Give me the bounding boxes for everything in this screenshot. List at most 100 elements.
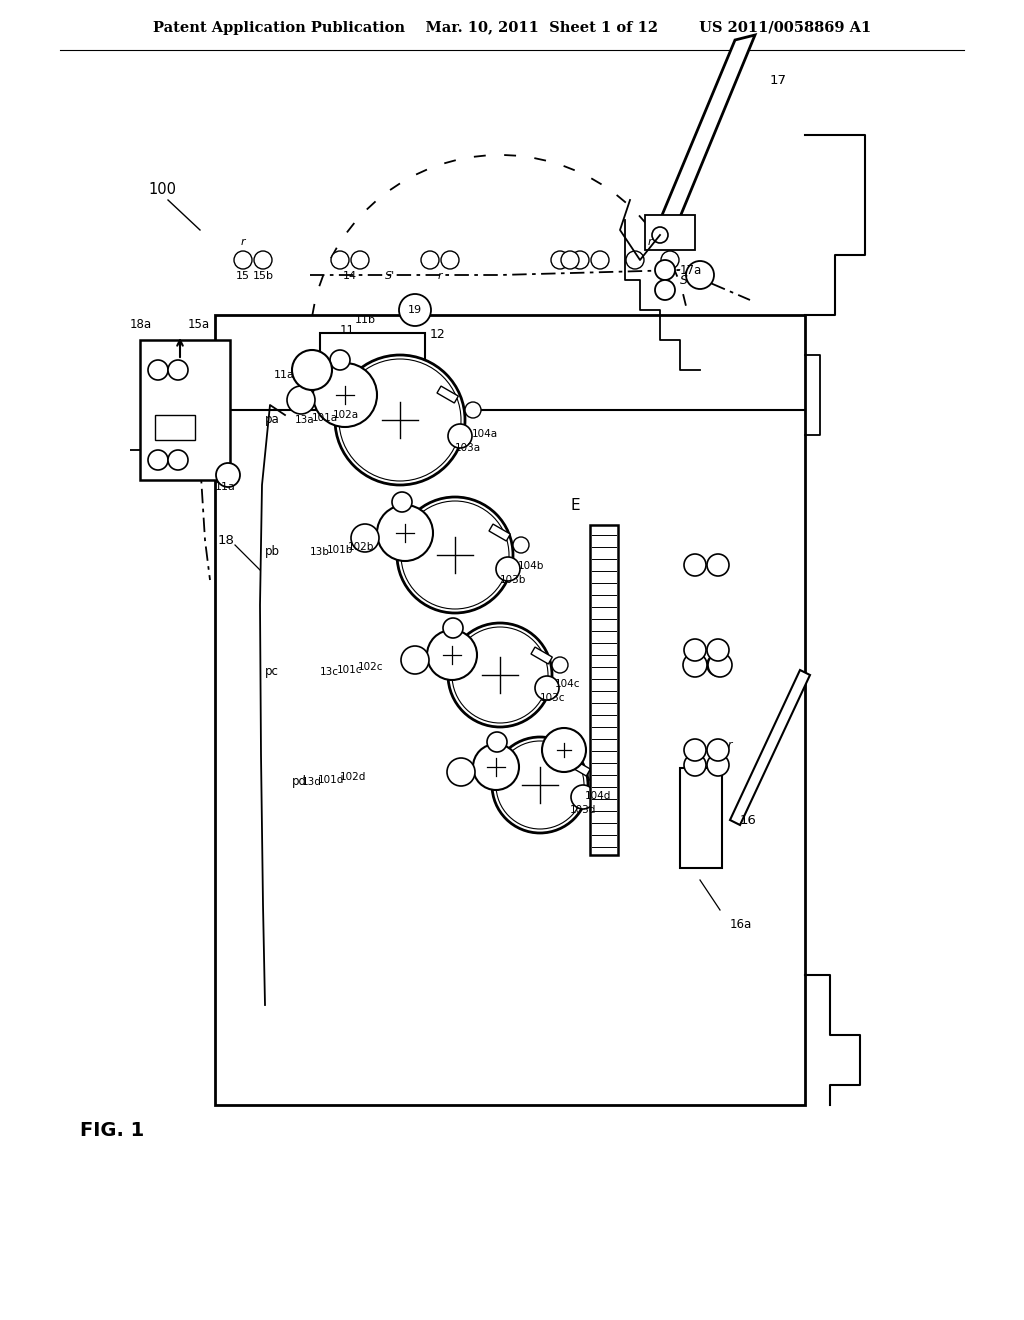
Text: 102b: 102b <box>348 543 375 552</box>
Circle shape <box>686 261 714 289</box>
Text: 104b: 104b <box>518 561 545 572</box>
Text: 101d: 101d <box>318 775 344 785</box>
Circle shape <box>708 653 732 677</box>
Text: 101c: 101c <box>337 665 362 675</box>
Circle shape <box>427 630 477 680</box>
Circle shape <box>392 492 412 512</box>
Text: 11b: 11b <box>355 315 376 325</box>
Text: 16a: 16a <box>730 919 753 932</box>
Text: 103d: 103d <box>570 805 596 814</box>
Circle shape <box>168 450 188 470</box>
Text: Patent Application Publication    Mar. 10, 2011  Sheet 1 of 12        US 2011/00: Patent Application Publication Mar. 10, … <box>153 21 871 36</box>
Text: 11a: 11a <box>215 482 236 492</box>
Circle shape <box>339 359 461 480</box>
Circle shape <box>254 251 272 269</box>
Bar <box>319 333 425 408</box>
Text: 17: 17 <box>770 74 787 87</box>
Circle shape <box>148 450 168 470</box>
Circle shape <box>449 424 472 447</box>
Polygon shape <box>660 36 755 220</box>
Circle shape <box>655 260 675 280</box>
Circle shape <box>684 554 706 576</box>
Circle shape <box>684 739 706 762</box>
Text: 103a: 103a <box>455 444 481 453</box>
Circle shape <box>443 618 463 638</box>
Circle shape <box>335 355 465 484</box>
Text: 13b: 13b <box>310 546 330 557</box>
Circle shape <box>683 653 707 677</box>
Circle shape <box>399 294 431 326</box>
Text: 102a: 102a <box>333 411 359 420</box>
Circle shape <box>447 758 475 785</box>
Circle shape <box>216 463 240 487</box>
Text: 17a: 17a <box>680 264 702 276</box>
Circle shape <box>473 744 519 789</box>
Circle shape <box>626 251 644 269</box>
Text: 101a: 101a <box>312 413 338 422</box>
Text: 102c: 102c <box>358 663 384 672</box>
Circle shape <box>487 733 507 752</box>
Circle shape <box>655 280 675 300</box>
Text: 12: 12 <box>430 329 445 342</box>
Text: 13a: 13a <box>295 414 314 425</box>
Circle shape <box>561 251 579 269</box>
Text: pb: pb <box>265 545 280 558</box>
Circle shape <box>331 251 349 269</box>
Circle shape <box>401 502 509 609</box>
Circle shape <box>377 506 433 561</box>
Bar <box>155 414 195 440</box>
Circle shape <box>465 403 481 418</box>
Circle shape <box>535 676 559 700</box>
Circle shape <box>662 251 679 269</box>
Bar <box>489 524 510 541</box>
Circle shape <box>588 767 604 783</box>
Circle shape <box>401 645 429 675</box>
Circle shape <box>168 360 188 380</box>
Circle shape <box>591 251 609 269</box>
Circle shape <box>492 737 588 833</box>
Circle shape <box>452 627 548 723</box>
Bar <box>590 525 618 855</box>
Text: 104d: 104d <box>585 791 611 801</box>
Text: r: r <box>728 741 732 750</box>
Circle shape <box>571 251 589 269</box>
Text: S: S <box>680 273 688 286</box>
Text: 14: 14 <box>343 271 357 281</box>
Text: 101b: 101b <box>327 545 353 554</box>
Circle shape <box>684 639 706 661</box>
Text: 102d: 102d <box>340 772 367 781</box>
Circle shape <box>441 251 459 269</box>
Circle shape <box>542 729 586 772</box>
Circle shape <box>551 251 569 269</box>
Text: 104c: 104c <box>555 678 581 689</box>
Text: pc: pc <box>265 665 279 678</box>
Polygon shape <box>730 671 810 825</box>
Text: 15: 15 <box>236 271 250 281</box>
Bar <box>437 385 459 403</box>
Circle shape <box>552 657 568 673</box>
Bar <box>531 647 552 664</box>
Circle shape <box>707 739 729 762</box>
Text: 18a: 18a <box>130 318 153 331</box>
Circle shape <box>652 227 668 243</box>
Text: 103c: 103c <box>540 693 565 704</box>
Text: 103b: 103b <box>500 576 526 585</box>
Circle shape <box>513 537 529 553</box>
Circle shape <box>313 363 377 426</box>
Bar <box>140 341 230 480</box>
Circle shape <box>351 251 369 269</box>
Text: 19: 19 <box>408 305 422 315</box>
Text: r: r <box>648 238 652 247</box>
Circle shape <box>148 360 168 380</box>
Circle shape <box>682 781 718 818</box>
Circle shape <box>397 498 513 612</box>
Circle shape <box>496 557 520 581</box>
Bar <box>569 759 590 776</box>
Text: 15b: 15b <box>253 271 273 281</box>
Circle shape <box>287 385 315 414</box>
Text: 16: 16 <box>740 813 757 826</box>
Text: pd: pd <box>292 776 307 788</box>
Circle shape <box>351 524 379 552</box>
Circle shape <box>707 754 729 776</box>
Circle shape <box>684 754 706 776</box>
